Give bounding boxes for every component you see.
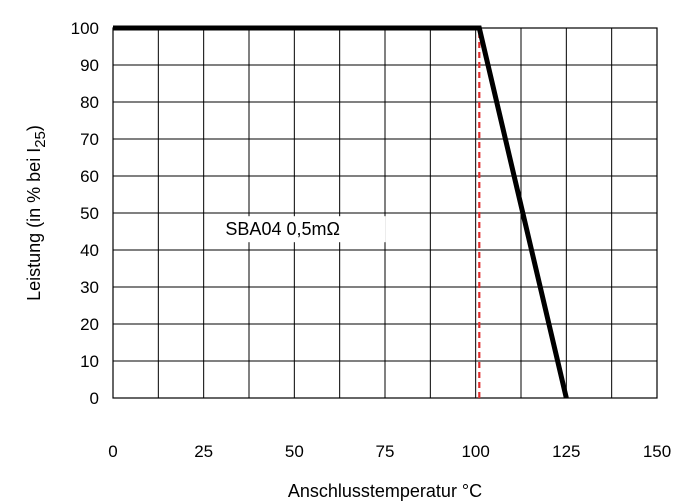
y-tick-label: 40 bbox=[80, 241, 99, 260]
y-tick-labels: 0 10 20 30 40 50 60 70 80 90 100 bbox=[71, 19, 99, 408]
grid-lines bbox=[112, 27, 658, 399]
x-tick-label: 150 bbox=[643, 442, 671, 461]
series-layer bbox=[113, 25, 569, 399]
y-tick-label: 30 bbox=[80, 278, 99, 297]
y-axis-title-subscript: 25 bbox=[32, 131, 49, 148]
x-tick-label: 25 bbox=[194, 442, 213, 461]
y-tick-label: 70 bbox=[80, 130, 99, 149]
y-tick-label: 10 bbox=[80, 352, 99, 371]
x-tick-labels: 0 25 50 75 100 125 150 bbox=[108, 442, 671, 461]
y-tick-label: 80 bbox=[80, 93, 99, 112]
y-tick-label: 20 bbox=[80, 315, 99, 334]
x-tick-label: 100 bbox=[461, 442, 489, 461]
x-axis-title: Anschlusstemperatur °C bbox=[288, 481, 482, 501]
x-tick-label: 125 bbox=[552, 442, 580, 461]
x-tick-label: 75 bbox=[376, 442, 395, 461]
y-axis-title-main: Leistung (in % bei I bbox=[24, 148, 44, 301]
y-tick-label: 50 bbox=[80, 204, 99, 223]
annotation-label: SBA04 0,5mΩ bbox=[225, 219, 340, 239]
y-axis-title: Leistung (in % bei I25) bbox=[24, 125, 49, 301]
y-axis-title-suffix: ) bbox=[24, 125, 44, 131]
series-line-derating bbox=[113, 25, 569, 399]
x-tick-label: 0 bbox=[108, 442, 117, 461]
y-tick-label: 90 bbox=[80, 56, 99, 75]
annotation-background bbox=[219, 216, 386, 243]
x-tick-label: 50 bbox=[285, 442, 304, 461]
y-tick-label: 100 bbox=[71, 19, 99, 38]
y-tick-label: 60 bbox=[80, 167, 99, 186]
y-tick-label: 0 bbox=[90, 389, 99, 408]
